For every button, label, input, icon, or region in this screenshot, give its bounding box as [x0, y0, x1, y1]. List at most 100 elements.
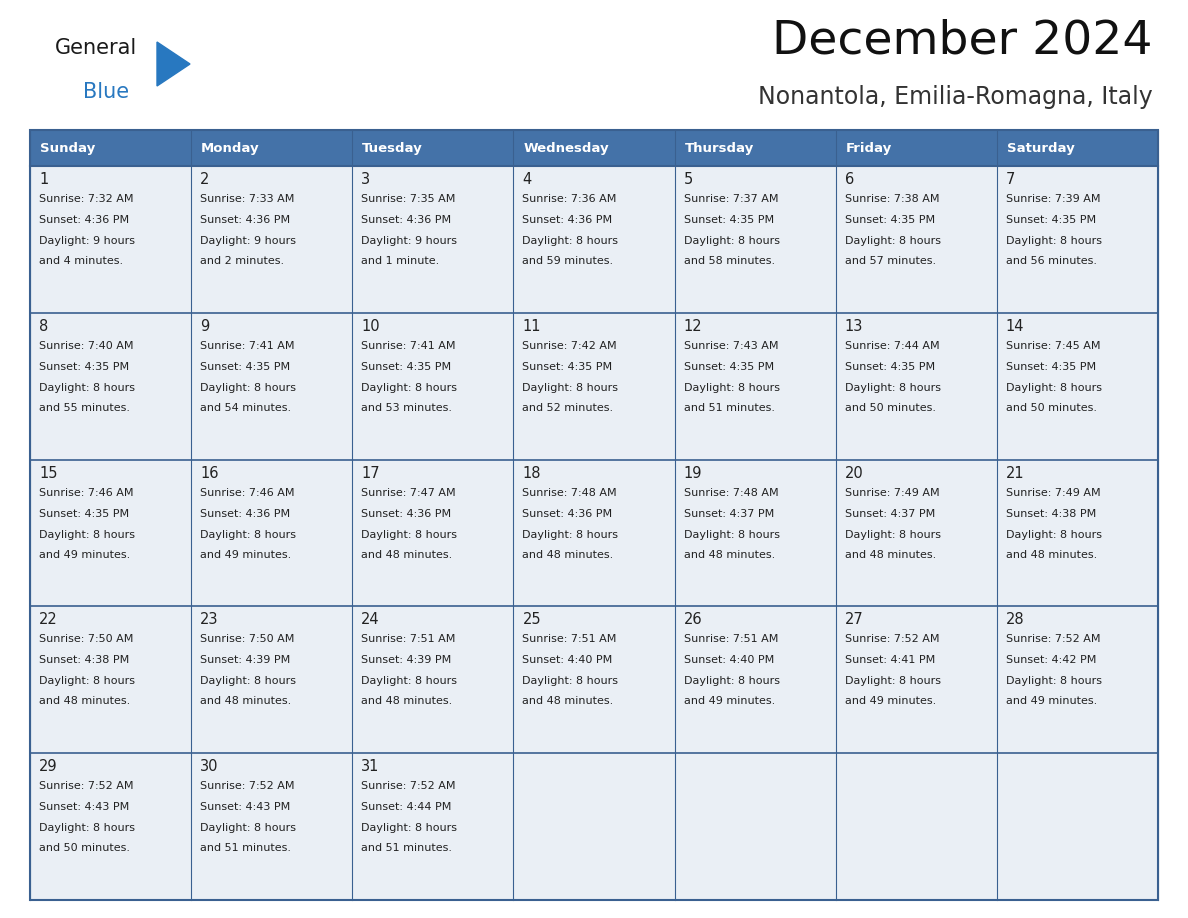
Text: Thursday: Thursday [684, 141, 754, 154]
Polygon shape [157, 42, 190, 86]
Bar [353, 166, 513, 313]
Text: Daylight: 8 hours: Daylight: 8 hours [1006, 236, 1101, 246]
Bar [191, 460, 353, 607]
Text: 21: 21 [1006, 465, 1024, 481]
Text: and 52 minutes.: and 52 minutes. [523, 403, 613, 413]
Text: Sunrise: 7:52 AM: Sunrise: 7:52 AM [361, 781, 456, 791]
Bar [191, 166, 353, 313]
Bar [675, 313, 835, 460]
Text: and 50 minutes.: and 50 minutes. [845, 403, 936, 413]
Text: Sunrise: 7:46 AM: Sunrise: 7:46 AM [200, 487, 295, 498]
Text: and 49 minutes.: and 49 minutes. [39, 550, 131, 560]
Text: Sunday: Sunday [40, 141, 95, 154]
Text: and 48 minutes.: and 48 minutes. [200, 697, 291, 706]
Text: 11: 11 [523, 319, 541, 334]
Text: and 54 minutes.: and 54 minutes. [200, 403, 291, 413]
Text: Sunset: 4:41 PM: Sunset: 4:41 PM [845, 655, 935, 666]
Text: Daylight: 8 hours: Daylight: 8 hours [200, 677, 296, 687]
Text: Sunrise: 7:49 AM: Sunrise: 7:49 AM [1006, 487, 1100, 498]
Text: Daylight: 8 hours: Daylight: 8 hours [845, 677, 941, 687]
Text: 31: 31 [361, 759, 380, 774]
Text: and 50 minutes.: and 50 minutes. [39, 844, 129, 853]
Text: 22: 22 [39, 612, 58, 627]
Text: Sunrise: 7:44 AM: Sunrise: 7:44 AM [845, 341, 940, 351]
Text: 23: 23 [200, 612, 219, 627]
Text: and 48 minutes.: and 48 minutes. [683, 550, 775, 560]
Text: and 48 minutes.: and 48 minutes. [523, 697, 614, 706]
Text: Daylight: 8 hours: Daylight: 8 hours [39, 383, 135, 393]
Bar [513, 313, 675, 460]
Text: and 56 minutes.: and 56 minutes. [1006, 256, 1097, 266]
Text: 4: 4 [523, 172, 532, 187]
Text: Daylight: 8 hours: Daylight: 8 hours [845, 383, 941, 393]
Text: Blue: Blue [83, 82, 129, 102]
Bar [997, 753, 1158, 900]
Text: Sunrise: 7:42 AM: Sunrise: 7:42 AM [523, 341, 617, 351]
Text: and 48 minutes.: and 48 minutes. [845, 550, 936, 560]
Text: Sunset: 4:44 PM: Sunset: 4:44 PM [361, 802, 451, 812]
Text: Sunrise: 7:46 AM: Sunrise: 7:46 AM [39, 487, 133, 498]
Bar [997, 130, 1158, 166]
Text: Daylight: 8 hours: Daylight: 8 hours [39, 823, 135, 834]
Text: December 2024: December 2024 [772, 18, 1154, 63]
Text: Daylight: 8 hours: Daylight: 8 hours [683, 530, 779, 540]
Text: 27: 27 [845, 612, 864, 627]
Text: Daylight: 8 hours: Daylight: 8 hours [361, 530, 457, 540]
Bar [997, 607, 1158, 753]
Text: Sunrise: 7:48 AM: Sunrise: 7:48 AM [523, 487, 617, 498]
Text: Sunset: 4:35 PM: Sunset: 4:35 PM [200, 362, 290, 372]
Text: and 51 minutes.: and 51 minutes. [361, 844, 453, 853]
Text: Sunset: 4:43 PM: Sunset: 4:43 PM [200, 802, 290, 812]
Text: Sunrise: 7:43 AM: Sunrise: 7:43 AM [683, 341, 778, 351]
Text: 12: 12 [683, 319, 702, 334]
Text: and 51 minutes.: and 51 minutes. [683, 403, 775, 413]
Text: and 2 minutes.: and 2 minutes. [200, 256, 284, 266]
Bar [675, 607, 835, 753]
Text: and 59 minutes.: and 59 minutes. [523, 256, 613, 266]
Text: and 57 minutes.: and 57 minutes. [845, 256, 936, 266]
Text: Daylight: 8 hours: Daylight: 8 hours [39, 530, 135, 540]
Text: 6: 6 [845, 172, 854, 187]
Text: Sunset: 4:39 PM: Sunset: 4:39 PM [200, 655, 290, 666]
Text: 14: 14 [1006, 319, 1024, 334]
Text: 16: 16 [200, 465, 219, 481]
Bar [191, 607, 353, 753]
Bar [513, 130, 675, 166]
Text: Sunset: 4:36 PM: Sunset: 4:36 PM [39, 215, 129, 225]
Text: Daylight: 8 hours: Daylight: 8 hours [523, 236, 619, 246]
Text: 1: 1 [39, 172, 49, 187]
Text: Sunrise: 7:52 AM: Sunrise: 7:52 AM [1006, 634, 1100, 644]
Text: Sunrise: 7:33 AM: Sunrise: 7:33 AM [200, 194, 295, 204]
Text: Sunset: 4:40 PM: Sunset: 4:40 PM [683, 655, 773, 666]
Text: Friday: Friday [846, 141, 892, 154]
Text: Sunset: 4:35 PM: Sunset: 4:35 PM [683, 362, 773, 372]
Text: Sunset: 4:36 PM: Sunset: 4:36 PM [361, 215, 451, 225]
Text: 17: 17 [361, 465, 380, 481]
Text: Sunrise: 7:41 AM: Sunrise: 7:41 AM [200, 341, 295, 351]
Text: Daylight: 8 hours: Daylight: 8 hours [523, 530, 619, 540]
Text: Daylight: 8 hours: Daylight: 8 hours [361, 383, 457, 393]
Text: Sunrise: 7:39 AM: Sunrise: 7:39 AM [1006, 194, 1100, 204]
Text: and 48 minutes.: and 48 minutes. [361, 550, 453, 560]
Text: Sunset: 4:35 PM: Sunset: 4:35 PM [845, 362, 935, 372]
Bar [513, 166, 675, 313]
Bar [675, 130, 835, 166]
Text: Sunrise: 7:52 AM: Sunrise: 7:52 AM [845, 634, 940, 644]
Text: 20: 20 [845, 465, 864, 481]
Text: Sunset: 4:38 PM: Sunset: 4:38 PM [1006, 509, 1097, 519]
Bar [353, 753, 513, 900]
Bar [30, 313, 191, 460]
Text: Nonantola, Emilia-Romagna, Italy: Nonantola, Emilia-Romagna, Italy [758, 85, 1154, 109]
Text: Sunset: 4:36 PM: Sunset: 4:36 PM [200, 509, 290, 519]
Text: 13: 13 [845, 319, 864, 334]
Text: and 50 minutes.: and 50 minutes. [1006, 403, 1097, 413]
Text: Sunset: 4:38 PM: Sunset: 4:38 PM [39, 655, 129, 666]
Text: and 51 minutes.: and 51 minutes. [200, 844, 291, 853]
Text: 8: 8 [39, 319, 49, 334]
Text: Sunset: 4:35 PM: Sunset: 4:35 PM [683, 215, 773, 225]
Bar [835, 753, 997, 900]
Text: 29: 29 [39, 759, 58, 774]
Bar [675, 460, 835, 607]
Bar [835, 166, 997, 313]
Text: 19: 19 [683, 465, 702, 481]
